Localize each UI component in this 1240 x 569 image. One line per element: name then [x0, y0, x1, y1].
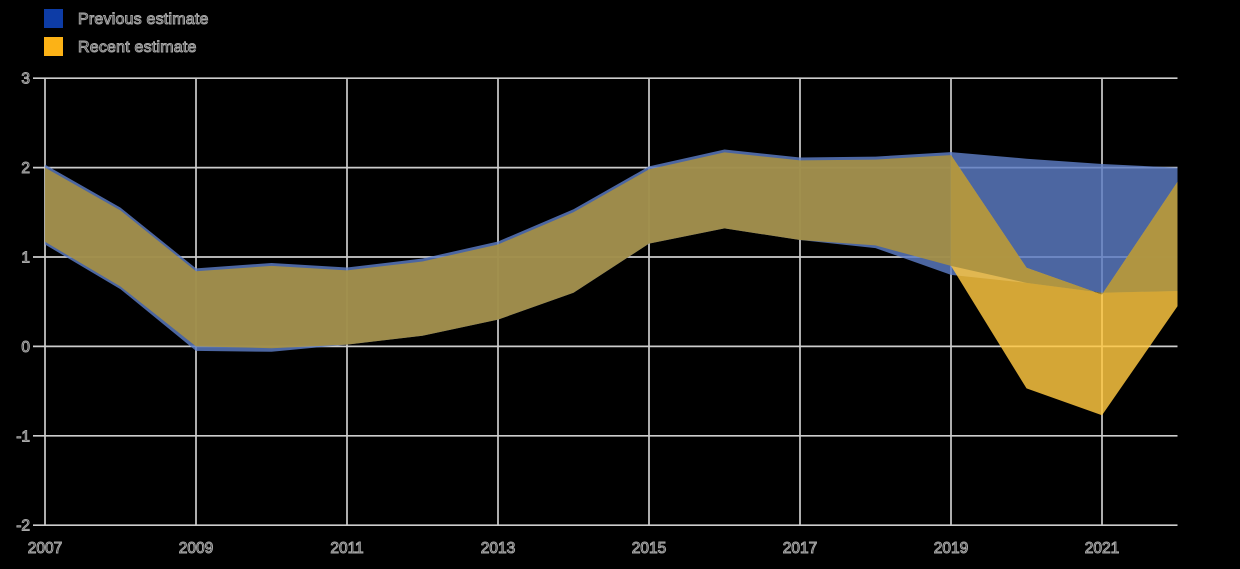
x-axis-tick-label: 2013: [481, 540, 515, 557]
legend-label-previous-estimate: Previous estimate: [78, 11, 209, 28]
x-axis-tick-label: 2017: [783, 540, 817, 557]
legend-swatch-recent-estimate-icon: [44, 37, 63, 56]
y-axis-tick-label: -1: [16, 428, 30, 445]
axis-tick-labels: 3 2 1 0 -1 -2 2007 2009 2011 2013 2015 2017 2019 2021: [16, 70, 1120, 557]
legend: Previous estimate Recent estimate: [44, 9, 209, 57]
y-axis-tick-label: -2: [16, 518, 30, 535]
y-axis-tick-label: 2: [21, 160, 30, 177]
area-overlap: [45, 152, 1178, 349]
x-axis-tick-label: 2019: [934, 540, 968, 557]
legend-swatch-previous-estimate-icon: [44, 9, 63, 28]
y-axis-tick-label: 3: [21, 71, 30, 88]
x-axis-tick-label: 2015: [632, 540, 666, 557]
area-bands: [45, 149, 1178, 416]
x-axis-tick-label: 2007: [28, 540, 62, 557]
legend-item-previous-estimate: Previous estimate: [44, 9, 209, 29]
x-axis-tick-label: 2009: [179, 540, 213, 557]
y-axis-tick-label: 0: [21, 339, 30, 356]
legend-item-recent-estimate: Recent estimate: [44, 37, 197, 57]
legend-label-recent-estimate: Recent estimate: [78, 39, 197, 56]
y-axis-tick-label: 1: [21, 250, 30, 267]
x-axis-tick-label: 2011: [330, 540, 363, 557]
x-axis-tick-label: 2021: [1085, 540, 1119, 557]
